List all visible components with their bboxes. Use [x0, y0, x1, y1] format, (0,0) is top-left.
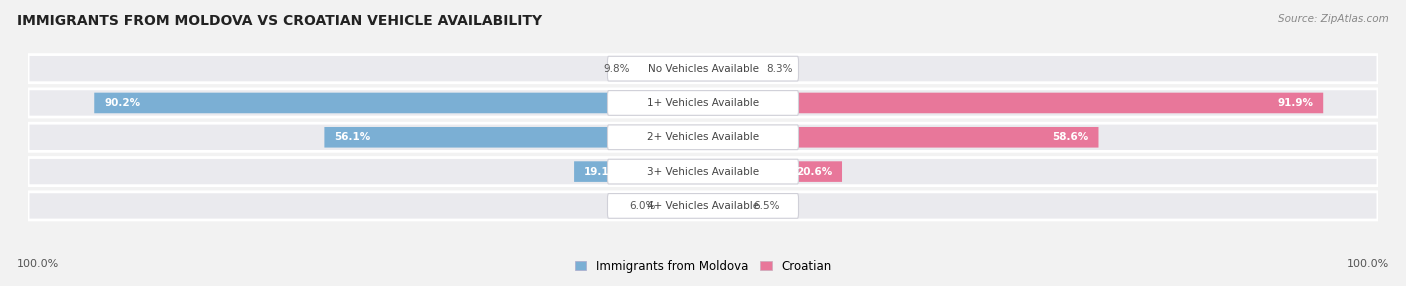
FancyBboxPatch shape [28, 192, 1378, 220]
Text: 9.8%: 9.8% [603, 64, 630, 74]
Text: 56.1%: 56.1% [335, 132, 371, 142]
FancyBboxPatch shape [703, 58, 759, 79]
FancyBboxPatch shape [662, 196, 703, 216]
Text: 4+ Vehicles Available: 4+ Vehicles Available [647, 201, 759, 211]
Text: 19.1%: 19.1% [585, 167, 620, 176]
Text: 8.3%: 8.3% [766, 64, 792, 74]
FancyBboxPatch shape [607, 56, 799, 81]
Text: 91.9%: 91.9% [1277, 98, 1313, 108]
FancyBboxPatch shape [703, 127, 1098, 148]
FancyBboxPatch shape [28, 123, 1378, 151]
Text: IMMIGRANTS FROM MOLDOVA VS CROATIAN VEHICLE AVAILABILITY: IMMIGRANTS FROM MOLDOVA VS CROATIAN VEHI… [17, 14, 541, 28]
Text: 58.6%: 58.6% [1052, 132, 1088, 142]
FancyBboxPatch shape [94, 93, 703, 113]
FancyBboxPatch shape [607, 194, 799, 218]
FancyBboxPatch shape [325, 127, 703, 148]
Text: Source: ZipAtlas.com: Source: ZipAtlas.com [1278, 14, 1389, 24]
FancyBboxPatch shape [28, 55, 1378, 83]
FancyBboxPatch shape [607, 125, 799, 150]
Text: 90.2%: 90.2% [104, 98, 141, 108]
FancyBboxPatch shape [28, 158, 1378, 186]
Text: 6.5%: 6.5% [754, 201, 780, 211]
FancyBboxPatch shape [637, 58, 703, 79]
Text: 3+ Vehicles Available: 3+ Vehicles Available [647, 167, 759, 176]
Text: 100.0%: 100.0% [17, 259, 59, 269]
FancyBboxPatch shape [607, 91, 799, 115]
Legend: Immigrants from Moldova, Croatian: Immigrants from Moldova, Croatian [569, 255, 837, 277]
Text: 1+ Vehicles Available: 1+ Vehicles Available [647, 98, 759, 108]
Text: 20.6%: 20.6% [796, 167, 832, 176]
Text: No Vehicles Available: No Vehicles Available [648, 64, 758, 74]
FancyBboxPatch shape [607, 159, 799, 184]
FancyBboxPatch shape [703, 196, 747, 216]
Text: 2+ Vehicles Available: 2+ Vehicles Available [647, 132, 759, 142]
FancyBboxPatch shape [703, 161, 842, 182]
FancyBboxPatch shape [703, 93, 1323, 113]
Text: 100.0%: 100.0% [1347, 259, 1389, 269]
Text: 6.0%: 6.0% [630, 201, 655, 211]
FancyBboxPatch shape [574, 161, 703, 182]
FancyBboxPatch shape [28, 89, 1378, 117]
